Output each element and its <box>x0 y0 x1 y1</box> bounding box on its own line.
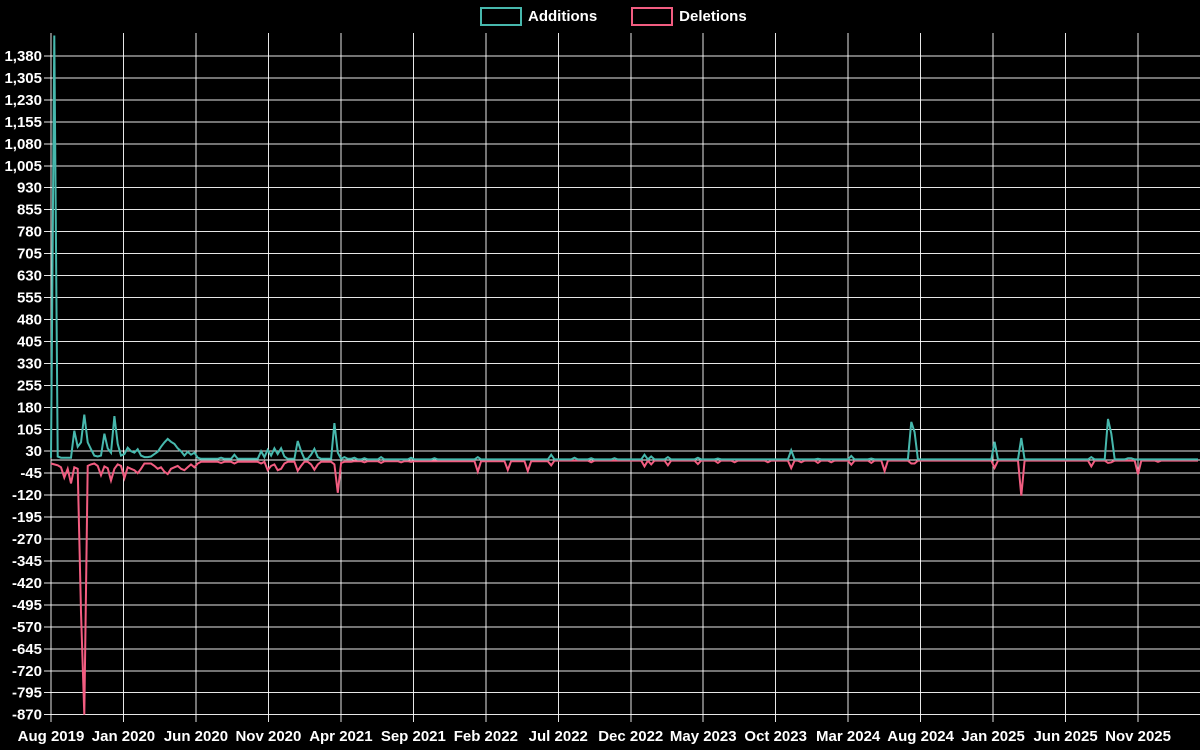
y-tick-label: -45 <box>20 465 42 482</box>
y-tick-label: -195 <box>12 509 42 526</box>
y-tick-label: 30 <box>25 443 42 460</box>
additions-line <box>50 35 1198 461</box>
y-tick-label: -495 <box>12 597 42 614</box>
x-tick-label: Dec 2022 <box>598 728 663 745</box>
y-tick-label: -645 <box>12 641 42 658</box>
x-tick-label: Jun 2025 <box>1033 728 1097 745</box>
y-tick-label: 855 <box>17 202 42 219</box>
x-tick-label: Feb 2022 <box>454 728 518 745</box>
y-tick-label: 1,080 <box>4 136 42 153</box>
y-tick-label: -720 <box>12 663 42 680</box>
additions-swatch-icon <box>480 7 522 26</box>
x-tick-label: Jun 2020 <box>164 728 228 745</box>
legend-label-deletions: Deletions <box>679 8 747 25</box>
y-tick-label: 405 <box>17 333 42 350</box>
legend-label-additions: Additions <box>528 8 598 25</box>
y-tick-label: 330 <box>17 355 42 372</box>
y-tick-label: 1,380 <box>4 48 42 65</box>
x-tick-label: Mar 2024 <box>816 728 881 745</box>
x-tick-label: May 2023 <box>670 728 737 745</box>
y-tick-label: -795 <box>12 685 42 702</box>
y-tick-label: 1,005 <box>4 158 42 175</box>
x-tick-label: Jan 2025 <box>961 728 1024 745</box>
x-tick-label: Oct 2023 <box>744 728 807 745</box>
x-tick-label: Sep 2021 <box>381 728 446 745</box>
y-tick-label: 780 <box>17 224 42 241</box>
y-tick-label: 105 <box>17 421 42 438</box>
y-tick-label: 480 <box>17 311 42 328</box>
y-tick-label: -420 <box>12 575 42 592</box>
x-tick-label: Jan 2020 <box>92 728 155 745</box>
x-tick-label: Nov 2020 <box>235 728 301 745</box>
y-tick-label: 555 <box>17 290 42 307</box>
deletions-swatch-icon <box>631 7 674 26</box>
y-tick-label: -120 <box>12 487 42 504</box>
y-tick-label: 255 <box>17 377 42 394</box>
y-tick-label: 630 <box>17 268 42 285</box>
y-tick-label: -345 <box>12 553 42 570</box>
y-tick-label: -270 <box>12 531 42 548</box>
y-tick-label: 1,305 <box>4 70 42 87</box>
deletions-line <box>50 458 1198 715</box>
chart-legend: Additions Deletions <box>480 7 747 26</box>
y-tick-label: 705 <box>17 246 42 263</box>
y-tick-label: 180 <box>17 399 42 416</box>
legend-item-deletions: Deletions <box>631 7 747 26</box>
axis-labels: 1,380 1,305 1,230 1,155 1,080 1,005 930 855 780 7… <box>4 48 1171 745</box>
y-tick-label: 1,230 <box>4 92 42 109</box>
x-tick-label: Apr 2021 <box>309 728 372 745</box>
y-tick-label: 1,155 <box>4 114 42 131</box>
legend-item-additions: Additions <box>480 7 597 26</box>
y-tick-label: 930 <box>17 180 42 197</box>
y-tick-label: -870 <box>12 707 42 724</box>
x-tick-label: Nov 2025 <box>1105 728 1171 745</box>
x-tick-label: Jul 2022 <box>529 728 588 745</box>
x-tick-label: Aug 2024 <box>887 728 954 745</box>
y-tick-label: -570 <box>12 619 42 636</box>
x-tick-label: Aug 2019 <box>18 728 85 745</box>
gridlines <box>44 33 1200 722</box>
